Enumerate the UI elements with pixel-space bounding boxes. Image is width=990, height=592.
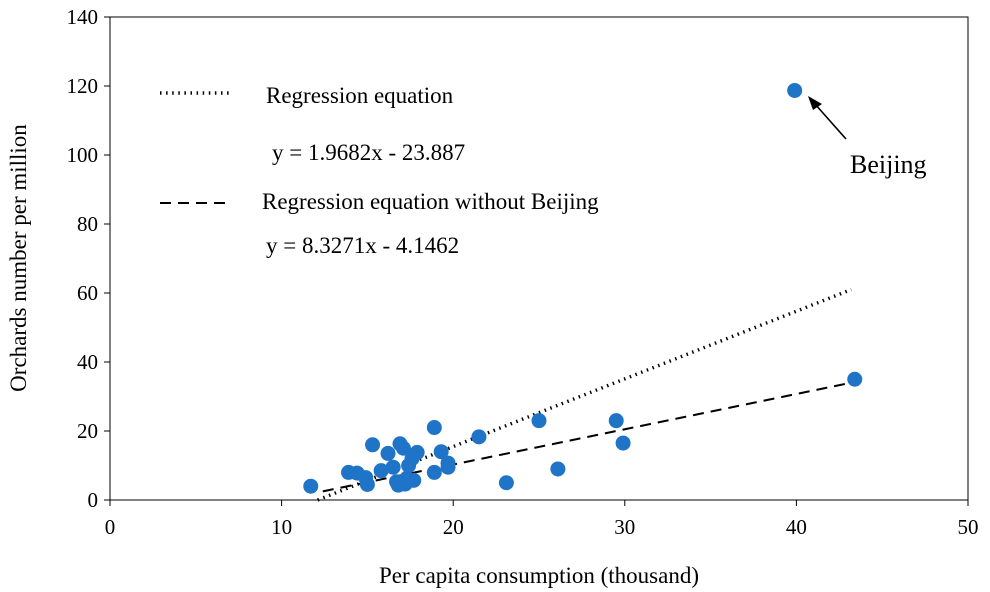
legend-label-regression-without-beijing: Regression equation without Beijing bbox=[262, 189, 599, 214]
x-tick-label: 30 bbox=[614, 515, 635, 539]
legend-label-regression: Regression equation bbox=[266, 83, 454, 108]
axis-ticks: 0 10 20 30 40 50 0 20 40 60 80 100 120 140 bbox=[67, 5, 979, 539]
data-point bbox=[608, 413, 624, 429]
plot-area-frame bbox=[109, 16, 969, 501]
data-point bbox=[615, 435, 631, 451]
x-tick-label: 0 bbox=[105, 515, 116, 539]
beijing-annotation: Beijing bbox=[808, 96, 927, 179]
data-point bbox=[373, 463, 389, 479]
legend: Regression equation y = 1.9682x - 23.887… bbox=[160, 83, 599, 258]
data-point bbox=[409, 444, 425, 460]
data-point bbox=[433, 444, 449, 460]
x-axis-title: Per capita consumption (thousand) bbox=[379, 563, 699, 588]
y-axis-title: Orchards number per million bbox=[6, 124, 31, 392]
x-tick-label: 40 bbox=[786, 515, 807, 539]
data-point bbox=[426, 464, 442, 480]
x-tick-label: 20 bbox=[443, 515, 464, 539]
data-point bbox=[406, 472, 422, 488]
y-tick-label: 20 bbox=[77, 419, 98, 443]
data-point bbox=[471, 429, 487, 445]
regression-lines bbox=[317, 287, 852, 502]
y-tick-label: 40 bbox=[77, 350, 98, 374]
beijing-label: Beijing bbox=[850, 150, 927, 179]
data-point bbox=[498, 475, 514, 491]
data-point bbox=[385, 459, 401, 475]
data-point bbox=[847, 371, 863, 387]
y-tick-label: 100 bbox=[67, 143, 99, 167]
legend-equation-regression-without-beijing: y = 8.3271x - 4.1462 bbox=[266, 233, 459, 258]
annotation-arrow-head bbox=[808, 96, 822, 110]
y-tick-label: 140 bbox=[67, 5, 99, 29]
x-tick-label: 10 bbox=[271, 515, 292, 539]
data-points bbox=[303, 82, 863, 494]
y-tick-label: 120 bbox=[67, 74, 99, 98]
y-tick-label: 60 bbox=[77, 281, 98, 305]
annotation-arrow-line bbox=[814, 103, 847, 140]
data-point bbox=[550, 461, 566, 477]
data-point bbox=[359, 476, 375, 492]
y-tick-label: 80 bbox=[77, 212, 98, 236]
data-point bbox=[440, 459, 456, 475]
data-point bbox=[531, 413, 547, 429]
y-tick-label: 0 bbox=[88, 488, 99, 512]
legend-equation-regression: y = 1.9682x - 23.887 bbox=[272, 140, 465, 165]
data-point bbox=[365, 437, 381, 453]
data-point bbox=[426, 420, 442, 436]
data-point bbox=[787, 82, 803, 98]
regression-line-dotted bbox=[317, 287, 852, 502]
data-point bbox=[303, 478, 319, 494]
data-point bbox=[395, 440, 411, 456]
data-point bbox=[380, 445, 396, 461]
x-tick-label: 50 bbox=[958, 515, 979, 539]
